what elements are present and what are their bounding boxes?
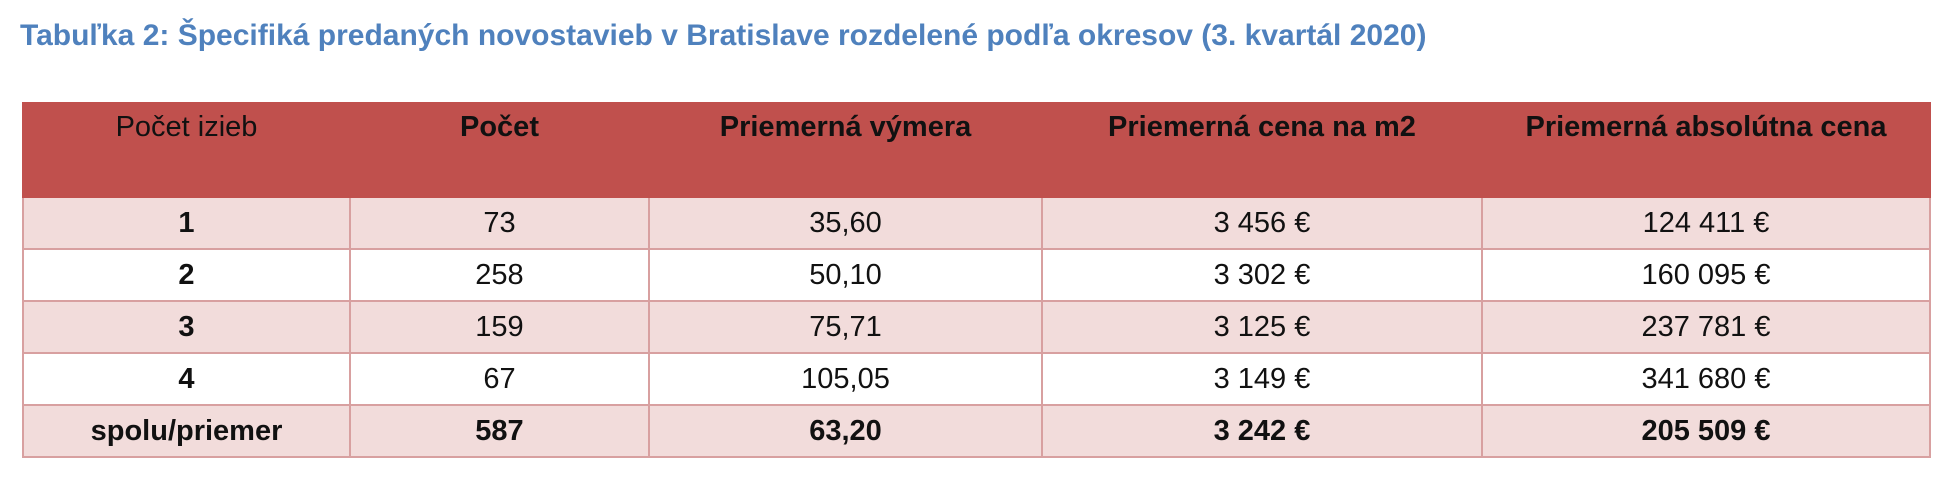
data-table: Počet izieb Počet Priemerná výmera Priem… [22,102,1931,458]
cell-count: 67 [349,352,650,406]
header-avg-absolute-price: Priemerná absolútna cena [1481,102,1931,198]
cell-avg-price-m2: 3 149 € [1041,352,1483,406]
cell-count: 587 [349,404,650,458]
table-row: 4 67 105,05 3 149 € 341 680 € [22,352,1931,406]
cell-rooms: 2 [22,248,351,302]
cell-avg-absolute-price: 160 095 € [1481,248,1931,302]
cell-avg-area: 63,20 [648,404,1043,458]
cell-avg-price-m2: 3 125 € [1041,300,1483,354]
table-caption: Tabuľka 2: Špecifiká predaných novostavi… [20,19,1427,52]
cell-avg-absolute-price: 237 781 € [1481,300,1931,354]
cell-avg-price-m2: 3 456 € [1041,196,1483,250]
cell-rooms: 1 [22,196,351,250]
header-rooms: Počet izieb [22,102,351,198]
table-row: 1 73 35,60 3 456 € 124 411 € [22,196,1931,250]
cell-avg-area: 75,71 [648,300,1043,354]
cell-avg-area: 105,05 [648,352,1043,406]
cell-rooms: 4 [22,352,351,406]
table-row: 2 258 50,10 3 302 € 160 095 € [22,248,1931,302]
cell-count: 73 [349,196,650,250]
header-row: Počet izieb Počet Priemerná výmera Priem… [22,102,1931,198]
cell-avg-absolute-price: 341 680 € [1481,352,1931,406]
header-avg-price-m2: Priemerná cena na m2 [1041,102,1483,198]
cell-avg-price-m2: 3 302 € [1041,248,1483,302]
cell-rooms: 3 [22,300,351,354]
table-row: 3 159 75,71 3 125 € 237 781 € [22,300,1931,354]
cell-avg-area: 50,10 [648,248,1043,302]
header-avg-area: Priemerná výmera [648,102,1043,198]
cell-avg-area: 35,60 [648,196,1043,250]
cell-avg-price-m2: 3 242 € [1041,404,1483,458]
cell-count: 258 [349,248,650,302]
cell-rooms: spolu/priemer [22,404,351,458]
cell-count: 159 [349,300,650,354]
cell-avg-absolute-price: 124 411 € [1481,196,1931,250]
cell-avg-absolute-price: 205 509 € [1481,404,1931,458]
header-count: Počet [349,102,650,198]
total-row: spolu/priemer 587 63,20 3 242 € 205 509 … [22,404,1931,458]
